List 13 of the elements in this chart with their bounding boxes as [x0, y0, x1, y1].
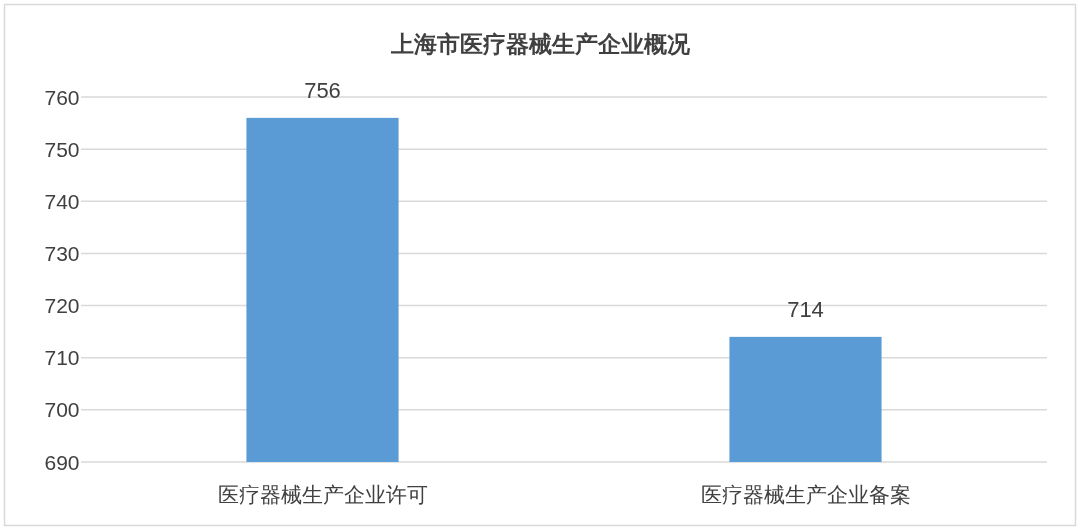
xtick-label: 医疗器械生产企业许可: [217, 482, 428, 506]
data-label: 756: [304, 77, 341, 103]
ytick-label: 690: [44, 450, 80, 474]
ytick-label: 730: [44, 241, 80, 265]
ytick-label: 700: [44, 398, 80, 422]
xtick-label: 医疗器械生产企业备案: [700, 482, 911, 506]
data-label: 714: [787, 296, 824, 322]
ytick-label: 740: [44, 189, 80, 213]
ytick-label: 750: [44, 137, 80, 161]
ytick-label: 710: [44, 346, 80, 370]
title: 上海市医疗器械生产企业概况: [390, 31, 690, 57]
ytick-label: 720: [44, 294, 80, 318]
ytick-label: 760: [44, 85, 80, 109]
